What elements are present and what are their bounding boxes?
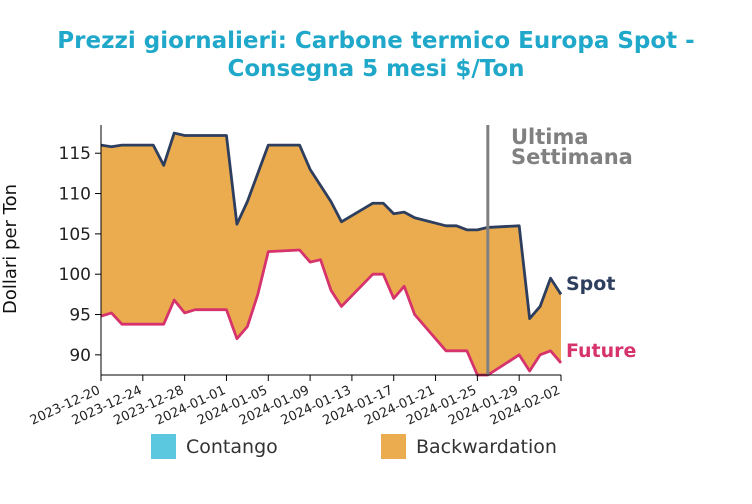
y-tick-label: 90 bbox=[69, 346, 91, 366]
chart-title-line-2: Consegna 5 mesi $/Ton bbox=[227, 56, 524, 82]
legend-swatch-backwardation bbox=[381, 434, 406, 459]
y-tick-label: 115 bbox=[59, 144, 91, 164]
series-label-spot: Spot bbox=[566, 273, 615, 295]
series-label-future: Future bbox=[566, 340, 636, 362]
y-ticks-group: 90 95 100 105 110 115 bbox=[59, 144, 101, 366]
fill-area-group bbox=[101, 133, 561, 375]
series-line-spot bbox=[100, 131, 563, 320]
legend-label-backwardation: Backwardation bbox=[416, 436, 557, 458]
legend-swatch-contango bbox=[151, 434, 176, 459]
y-axis-label: Dollari per Ton bbox=[0, 184, 21, 314]
x-ticks-group: 2023-12-202023-12-242023-12-282024-01-01… bbox=[28, 375, 563, 429]
y-tick-label: 110 bbox=[59, 185, 91, 205]
y-tick-label: 95 bbox=[69, 306, 91, 326]
annotation-line-1: Ultima bbox=[511, 125, 589, 149]
legend-label-contango: Contango bbox=[186, 436, 278, 458]
annotation-line-2: Settimana bbox=[511, 145, 633, 169]
y-tick-label: 100 bbox=[59, 265, 91, 285]
backwardation-fill bbox=[101, 133, 561, 375]
legend: Contango Backwardation bbox=[151, 434, 557, 459]
y-tick-label: 105 bbox=[59, 225, 91, 245]
chart-title-line-1: Prezzi giornalieri: Carbone termico Euro… bbox=[57, 28, 694, 54]
axes-group bbox=[100, 125, 561, 376]
